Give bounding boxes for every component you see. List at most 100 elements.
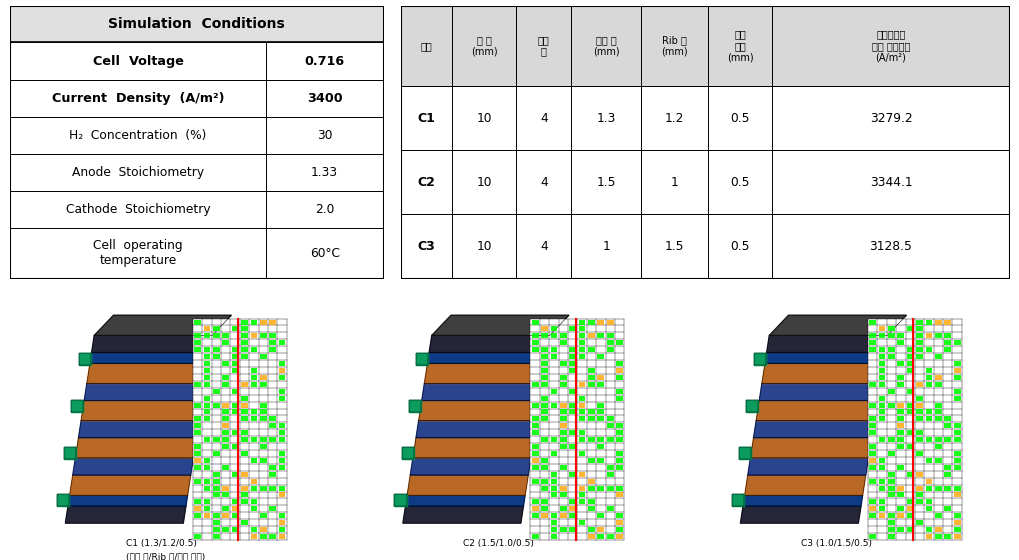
Bar xyxy=(204,514,210,518)
Bar xyxy=(269,472,276,477)
Bar xyxy=(868,451,875,456)
Bar xyxy=(194,430,201,435)
Bar xyxy=(240,382,248,387)
Bar xyxy=(541,326,547,332)
Bar xyxy=(531,320,538,324)
Bar xyxy=(231,409,238,414)
Bar xyxy=(953,340,960,346)
Polygon shape xyxy=(394,494,407,506)
Bar xyxy=(924,368,931,373)
Bar xyxy=(231,361,238,366)
Polygon shape xyxy=(416,353,428,365)
Text: 3400: 3400 xyxy=(307,92,342,105)
Bar xyxy=(266,154,383,191)
Text: H₂  Concentration  (%): H₂ Concentration (%) xyxy=(69,129,207,142)
Bar xyxy=(559,361,567,366)
Bar xyxy=(868,514,875,518)
Bar xyxy=(897,409,903,414)
Bar xyxy=(222,382,229,387)
Bar xyxy=(550,534,556,539)
Polygon shape xyxy=(753,353,765,365)
Bar xyxy=(934,403,941,408)
Bar xyxy=(924,333,931,338)
Bar xyxy=(541,479,547,484)
Text: 형상: 형상 xyxy=(420,41,432,51)
Bar xyxy=(222,486,229,491)
Bar xyxy=(541,417,547,421)
Bar xyxy=(400,86,452,150)
Bar xyxy=(260,333,266,338)
Bar xyxy=(888,403,894,408)
Bar xyxy=(204,382,210,387)
Bar xyxy=(868,320,875,324)
Polygon shape xyxy=(739,447,751,459)
Bar xyxy=(194,417,201,421)
Polygon shape xyxy=(409,400,421,412)
Bar xyxy=(559,430,567,435)
Bar xyxy=(934,417,941,421)
Bar xyxy=(868,430,875,435)
Bar xyxy=(240,430,248,435)
Bar xyxy=(240,451,248,456)
Bar xyxy=(615,451,623,456)
Bar xyxy=(569,500,576,505)
Polygon shape xyxy=(416,421,536,438)
Bar xyxy=(588,347,594,352)
Bar xyxy=(606,417,613,421)
Bar xyxy=(251,382,257,387)
Text: 30: 30 xyxy=(317,129,332,142)
Bar xyxy=(924,409,931,414)
Bar xyxy=(269,320,276,324)
Bar xyxy=(597,437,603,442)
Bar xyxy=(897,492,903,497)
Bar xyxy=(868,444,875,449)
Bar xyxy=(944,437,950,442)
Bar xyxy=(541,409,547,414)
Bar xyxy=(541,403,547,408)
Bar xyxy=(569,326,576,332)
Bar xyxy=(531,417,538,421)
Bar xyxy=(559,514,567,518)
Bar xyxy=(897,486,903,491)
Bar xyxy=(251,437,257,442)
Text: 4: 4 xyxy=(539,176,547,189)
Bar xyxy=(222,375,229,380)
Bar xyxy=(944,486,950,491)
Bar xyxy=(597,514,603,518)
Bar xyxy=(915,520,922,525)
Bar xyxy=(222,437,229,442)
Text: 1.5: 1.5 xyxy=(664,240,684,253)
Text: (싱녀 폭/Rib 폭/싱녀 깊이): (싱녀 폭/Rib 폭/싱녀 깊이) xyxy=(125,552,205,560)
Bar xyxy=(944,333,950,338)
Polygon shape xyxy=(732,494,743,506)
Bar xyxy=(266,228,383,278)
Bar xyxy=(888,520,894,525)
Bar xyxy=(588,527,594,532)
Polygon shape xyxy=(746,400,758,412)
Bar xyxy=(531,534,538,539)
Bar xyxy=(953,520,960,525)
Bar xyxy=(541,361,547,366)
Bar xyxy=(944,417,950,421)
Bar xyxy=(953,527,960,532)
Bar xyxy=(615,368,623,373)
Bar xyxy=(222,430,229,435)
Bar xyxy=(559,409,567,414)
Bar xyxy=(924,382,931,387)
Text: 1.3: 1.3 xyxy=(596,111,615,125)
Bar xyxy=(915,492,922,497)
Bar xyxy=(615,423,623,428)
Bar xyxy=(569,368,576,373)
Polygon shape xyxy=(406,495,525,506)
Bar xyxy=(278,437,285,442)
Bar xyxy=(953,486,960,491)
Bar xyxy=(240,403,248,408)
Bar xyxy=(915,500,922,505)
Bar xyxy=(194,320,201,324)
Bar xyxy=(569,354,576,359)
Bar xyxy=(541,514,547,518)
Bar xyxy=(597,486,603,491)
Bar xyxy=(541,458,547,463)
Bar xyxy=(944,320,950,324)
Bar xyxy=(530,319,624,540)
